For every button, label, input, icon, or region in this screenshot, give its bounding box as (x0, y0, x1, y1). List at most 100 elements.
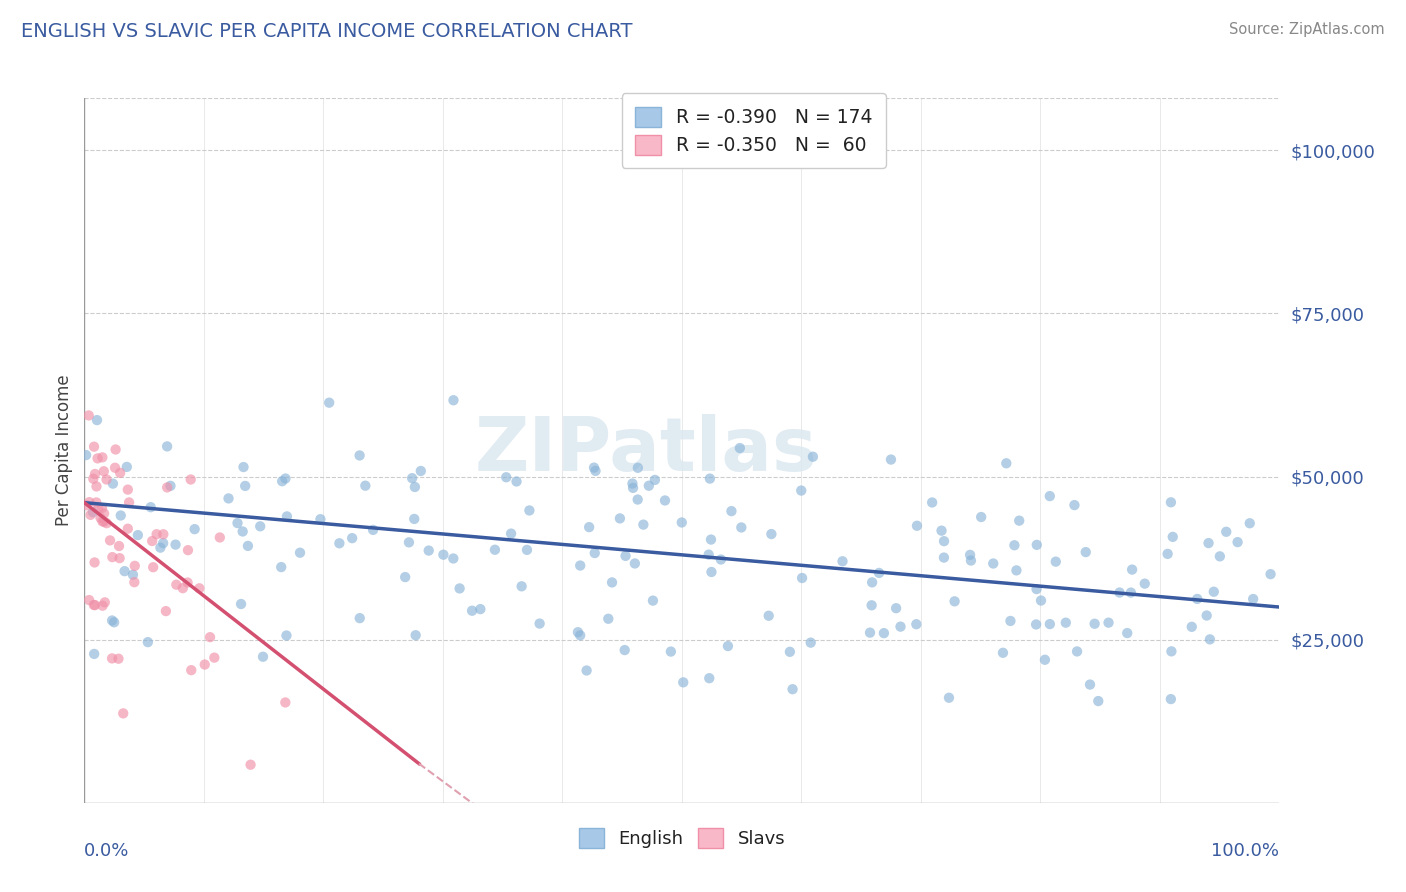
Point (790, 483, 813, 498)
Point (110, 508, 132, 523)
Point (609, 511, 631, 525)
Point (124, 575, 146, 590)
Point (418, 543, 440, 558)
Point (519, 503, 541, 517)
Point (1063, 498, 1085, 512)
Point (405, 628, 427, 642)
Point (860, 575, 883, 590)
Point (782, 682, 804, 697)
Point (633, 517, 655, 532)
Point (104, 460, 127, 475)
Point (582, 460, 605, 475)
Point (84, 598, 107, 612)
Point (567, 625, 589, 640)
Point (349, 449, 371, 463)
Point (91, 501, 114, 516)
Point (671, 516, 693, 530)
Point (700, 565, 723, 579)
Point (86, 413, 108, 427)
Point (94, 595, 117, 609)
Point (470, 602, 492, 616)
Point (226, 516, 249, 530)
Text: 0.0%: 0.0% (84, 841, 129, 860)
Point (252, 649, 274, 664)
Text: ENGLISH VS SLAVIC PER CAPITA INCOME CORRELATION CHART: ENGLISH VS SLAVIC PER CAPITA INCOME CORR… (21, 22, 633, 41)
Point (239, 757, 262, 772)
Point (114, 564, 136, 578)
Point (83, 647, 105, 661)
Point (495, 470, 517, 484)
Point (82, 505, 104, 519)
Legend: R = -0.390   N = 174, R = -0.350   N =  60: R = -0.390 N = 174, R = -0.350 N = 60 (621, 94, 886, 169)
Point (1181, 620, 1204, 634)
Point (1187, 591, 1209, 606)
Point (644, 473, 666, 487)
Point (654, 493, 676, 508)
Point (141, 534, 163, 549)
Point (441, 551, 464, 566)
Point (697, 548, 720, 562)
Point (115, 459, 138, 474)
Point (991, 646, 1014, 660)
Point (101, 476, 124, 491)
Point (86, 479, 108, 493)
Point (318, 395, 340, 409)
Point (1116, 626, 1139, 640)
Point (569, 628, 592, 642)
Point (449, 582, 471, 596)
Point (905, 617, 928, 632)
Point (970, 510, 993, 524)
Point (1039, 489, 1062, 503)
Point (859, 625, 882, 640)
Point (1084, 616, 1107, 631)
Point (75, 498, 97, 512)
Point (188, 582, 211, 596)
Point (180, 663, 202, 677)
Point (432, 548, 454, 562)
Point (180, 473, 202, 487)
Point (505, 475, 527, 489)
Point (86, 495, 108, 509)
Point (921, 495, 943, 509)
Point (349, 611, 371, 625)
Point (873, 626, 896, 640)
Point (276, 509, 298, 524)
Point (1160, 644, 1182, 658)
Point (884, 601, 907, 615)
Point (103, 615, 125, 630)
Point (159, 479, 181, 493)
Point (641, 593, 664, 607)
Point (82, 472, 104, 486)
Point (1000, 614, 1022, 628)
Point (659, 644, 682, 658)
Point (880, 452, 903, 467)
Point (1133, 576, 1156, 591)
Point (117, 483, 139, 497)
Point (270, 560, 292, 574)
Y-axis label: Per Capita Income: Per Capita Income (55, 375, 73, 526)
Point (931, 524, 953, 538)
Point (91, 515, 114, 529)
Point (233, 479, 256, 493)
Point (271, 475, 294, 489)
Point (127, 528, 149, 542)
Point (905, 518, 928, 533)
Point (177, 543, 200, 558)
Point (1002, 538, 1025, 552)
Point (79, 495, 101, 509)
Point (700, 533, 723, 547)
Point (583, 546, 606, 560)
Point (198, 630, 221, 644)
Point (288, 546, 311, 560)
Point (101, 651, 124, 665)
Point (152, 527, 174, 541)
Point (516, 542, 538, 557)
Point (155, 604, 177, 618)
Point (1119, 585, 1142, 599)
Point (77, 409, 100, 423)
Point (409, 464, 432, 478)
Point (868, 566, 890, 580)
Point (1198, 536, 1220, 550)
Point (93, 464, 115, 478)
Point (1066, 644, 1088, 658)
